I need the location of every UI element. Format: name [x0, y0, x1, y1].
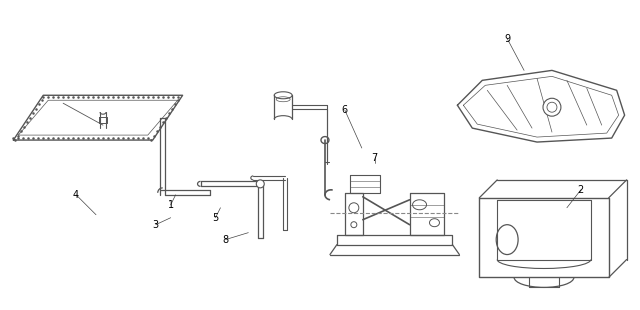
Text: 5: 5 — [212, 213, 219, 223]
Circle shape — [256, 180, 264, 188]
Text: 6: 6 — [342, 105, 348, 115]
Text: 3: 3 — [153, 220, 159, 230]
Circle shape — [349, 203, 359, 213]
Text: 2: 2 — [578, 185, 584, 195]
Text: 8: 8 — [222, 235, 228, 245]
Circle shape — [547, 102, 557, 112]
Text: 9: 9 — [504, 33, 510, 43]
Text: 7: 7 — [372, 153, 378, 163]
Text: 4: 4 — [73, 190, 79, 200]
Circle shape — [351, 222, 357, 228]
Text: 1: 1 — [168, 200, 173, 210]
Circle shape — [543, 98, 561, 116]
